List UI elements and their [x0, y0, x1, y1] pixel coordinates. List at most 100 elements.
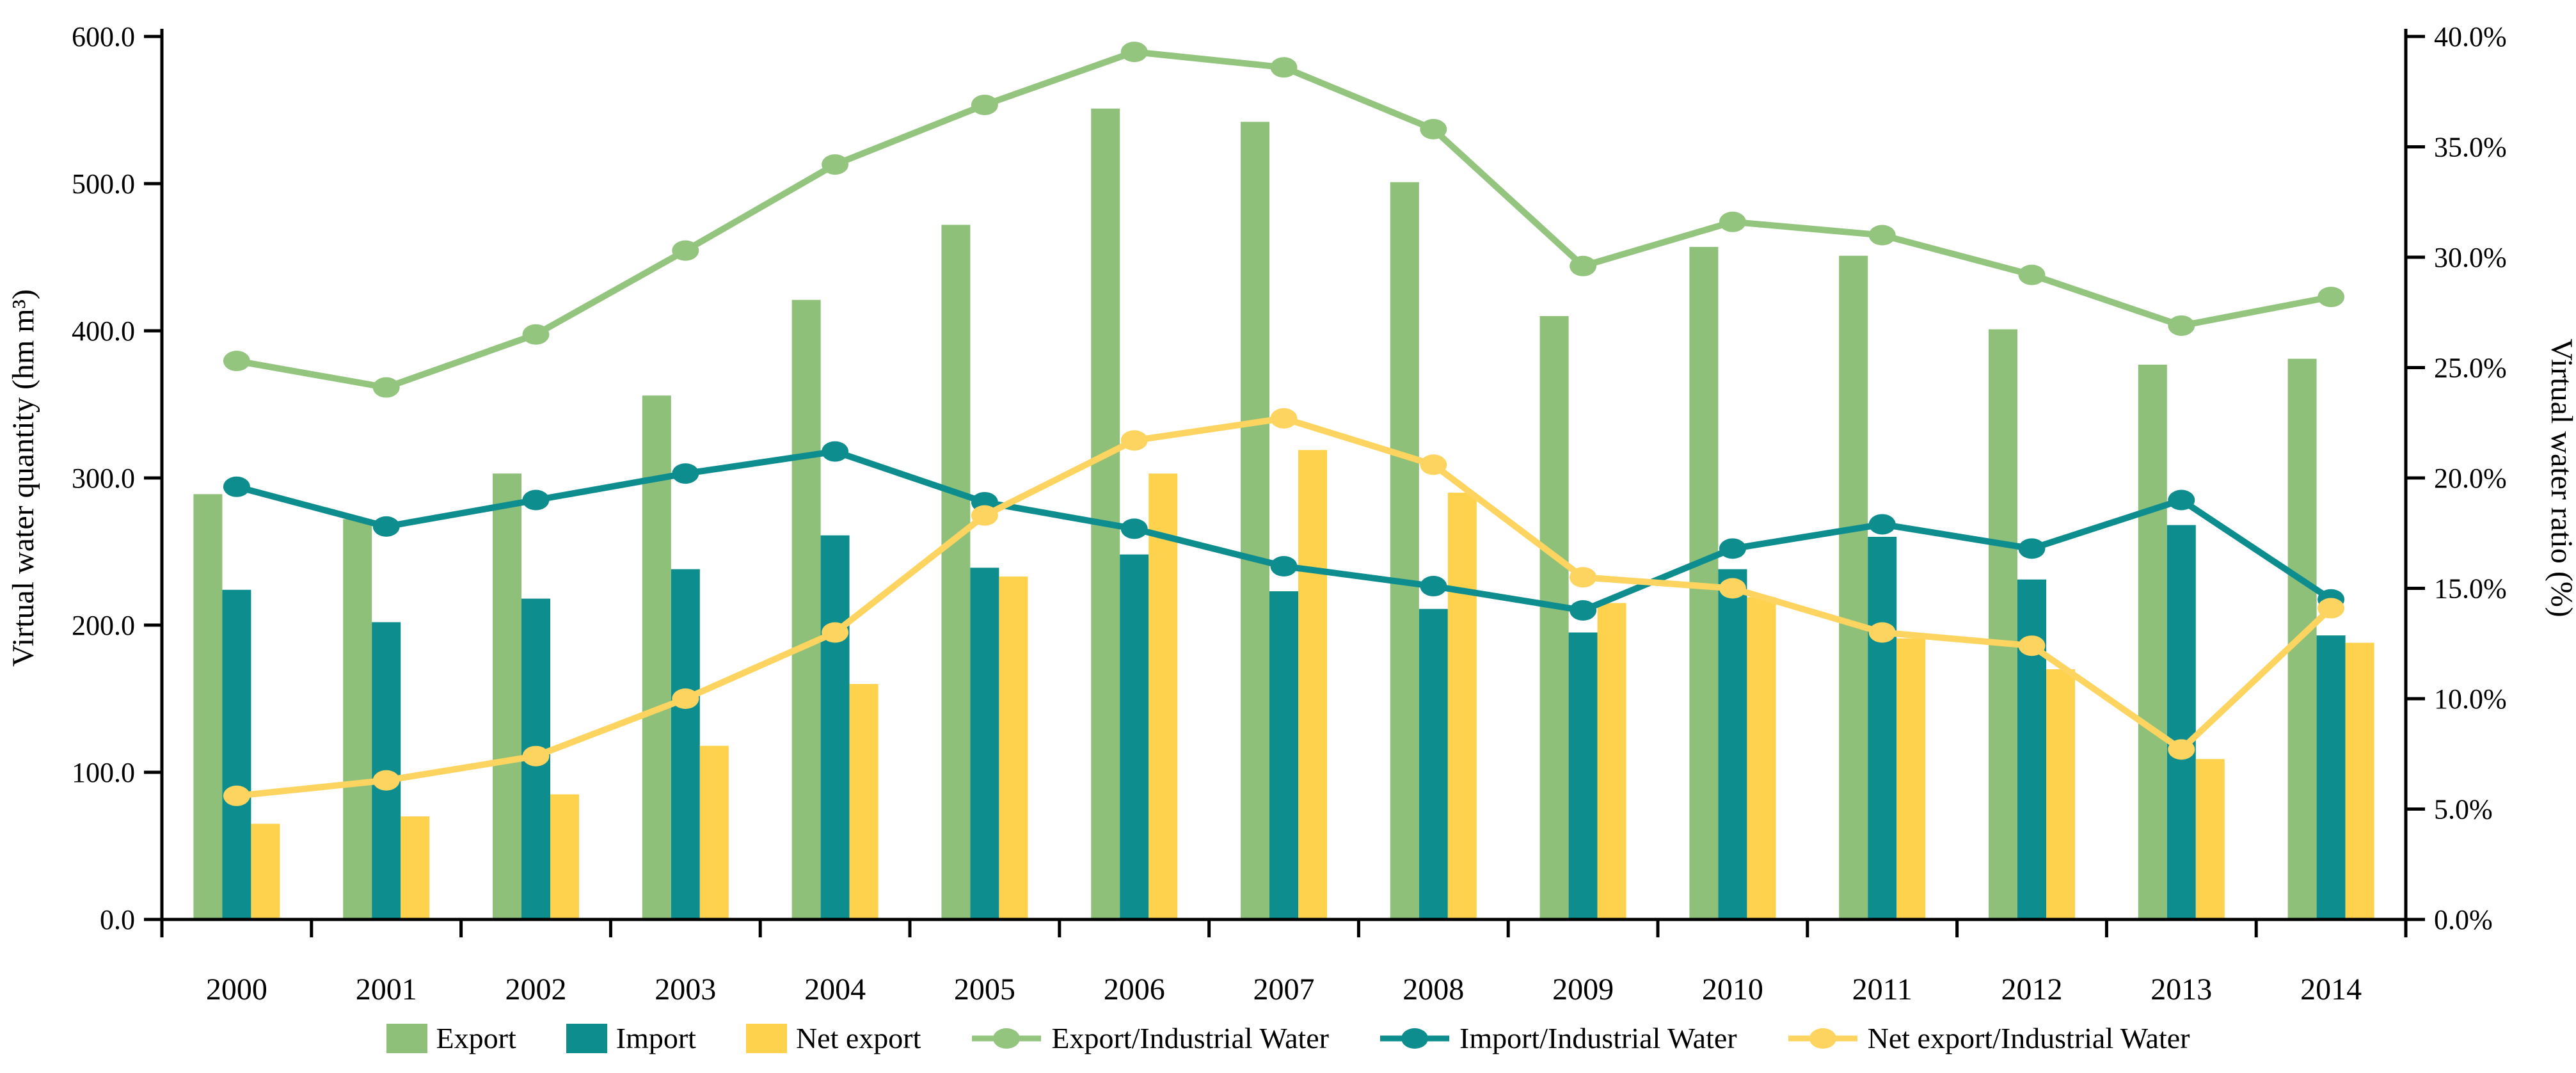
left-tick-label: 0.0	[100, 904, 135, 935]
legend-label: Import	[616, 1022, 696, 1054]
bar-export-2002	[493, 473, 521, 919]
left-tick-label: 100.0	[72, 757, 135, 788]
legend-label: Net export	[795, 1022, 921, 1054]
bar-export-2012	[1989, 329, 2017, 919]
bar-import-2010	[1718, 569, 1747, 919]
x-tick-label: 2008	[1403, 973, 1464, 1006]
bar-net-export-2009	[1597, 603, 1626, 919]
bar-export-2005	[941, 225, 971, 919]
marker-net-export-industrial-water-2010	[1719, 578, 1746, 599]
marker-export-industrial-water-2001	[372, 377, 400, 398]
legend-swatch-line	[972, 1028, 1042, 1049]
marker-import-industrial-water-2004	[822, 441, 849, 462]
x-tick-label: 2004	[804, 973, 866, 1006]
marker-import-industrial-water-2002	[522, 489, 550, 511]
bar-import-2008	[1419, 608, 1448, 919]
x-tick-label: 2007	[1253, 973, 1315, 1006]
legend-swatch-line	[1788, 1028, 1857, 1049]
legend-swatch-square	[566, 1024, 607, 1053]
right-tick-label: 20.0%	[2434, 463, 2507, 494]
x-tick-label: 2006	[1104, 973, 1165, 1006]
bar-export-2011	[1839, 255, 1868, 920]
marker-export-industrial-water-2014	[2318, 287, 2345, 308]
marker-export-industrial-water-2011	[1868, 225, 1896, 246]
bar-net-export-2008	[1447, 493, 1477, 919]
right-tick-label: 40.0%	[2434, 21, 2507, 52]
bar-net-export-2001	[401, 816, 430, 919]
bar-net-export-2005	[999, 576, 1028, 919]
bar-export-2000	[193, 494, 223, 919]
marker-net-export-industrial-water-2005	[971, 505, 998, 526]
marker-net-export-industrial-water-2007	[1270, 408, 1298, 429]
marker-net-export-industrial-water-2014	[2318, 598, 2345, 619]
right-tick-label: 30.0%	[2434, 242, 2507, 273]
marker-import-industrial-water-2010	[1719, 538, 1746, 559]
bar-net-export-2007	[1298, 450, 1327, 919]
marker-net-export-industrial-water-2009	[1570, 567, 1597, 588]
bar-import-2013	[2167, 525, 2196, 919]
bar-net-export-2004	[849, 684, 879, 919]
marker-export-industrial-water-2008	[1420, 118, 1447, 139]
marker-export-industrial-water-2012	[2018, 264, 2046, 285]
right-tick-label: 25.0%	[2434, 353, 2507, 384]
bar-import-2011	[1868, 537, 1897, 919]
bar-net-export-2000	[251, 823, 280, 919]
marker-export-industrial-water-2004	[822, 154, 849, 175]
bar-import-2003	[671, 569, 700, 919]
legend-swatch-line	[1380, 1028, 1449, 1049]
right-tick-label: 35.0%	[2434, 132, 2507, 163]
marker-import-industrial-water-2007	[1270, 556, 1298, 576]
marker-import-industrial-water-2006	[1120, 518, 1148, 539]
x-tick-label: 2000	[206, 973, 267, 1006]
chart-legend: Export Import Net export Export/Industrial …	[0, 1010, 2576, 1067]
bar-import-2006	[1120, 554, 1149, 919]
bar-export-2006	[1091, 108, 1120, 920]
x-tick-label: 2014	[2300, 973, 2362, 1006]
marker-net-export-industrial-water-2011	[1868, 622, 1896, 643]
marker-net-export-industrial-water-2013	[2168, 739, 2195, 760]
marker-export-industrial-water-2013	[2168, 315, 2195, 336]
x-tick-label: 2003	[655, 973, 716, 1006]
left-axis-title: Virtual water quantity (hm m³)	[6, 289, 40, 667]
bar-export-2001	[343, 519, 372, 919]
x-tick-label: 2010	[1702, 973, 1763, 1006]
plot-layer: 0.0 100.0 200.0 300.0 400.0 500.0 600.0 0.0% 5.0…	[72, 21, 2507, 1006]
marker-export-industrial-water-2006	[1120, 42, 1148, 63]
marker-import-industrial-water-2003	[672, 463, 699, 484]
marker-import-industrial-water-2008	[1420, 576, 1447, 597]
legend-label: Export	[436, 1022, 516, 1054]
marker-net-export-industrial-water-2006	[1120, 430, 1148, 451]
right-tick-label: 10.0%	[2434, 683, 2507, 715]
marker-net-export-industrial-water-2001	[372, 770, 400, 791]
legend-label: Net export/Industrial Water	[1867, 1022, 2190, 1054]
legend-label: Export/Industrial Water	[1051, 1022, 1329, 1054]
right-tick-label: 0.0%	[2434, 904, 2493, 935]
x-tick-label: 2012	[2001, 973, 2063, 1006]
marker-export-industrial-water-2002	[522, 324, 550, 345]
bar-import-2005	[970, 568, 999, 919]
legend-swatch-square	[386, 1024, 427, 1053]
left-tick-label: 400.0	[72, 315, 135, 347]
marker-net-export-industrial-water-2000	[223, 785, 250, 806]
marker-import-industrial-water-2009	[1570, 600, 1597, 621]
bar-net-export-2011	[1896, 638, 1926, 919]
marker-net-export-industrial-water-2008	[1420, 454, 1447, 475]
x-tick-label: 2002	[505, 973, 567, 1006]
x-tick-label: 2011	[1852, 973, 1912, 1006]
marker-net-export-industrial-water-2012	[2018, 635, 2046, 656]
bar-import-2004	[820, 535, 850, 919]
bar-net-export-2002	[550, 794, 579, 919]
x-tick-label: 2013	[2151, 973, 2212, 1006]
legend-item-import: Import	[566, 1024, 696, 1053]
marker-import-industrial-water-2001	[372, 516, 400, 537]
bar-export-2008	[1390, 182, 1419, 920]
bar-import-2009	[1568, 632, 1598, 919]
left-tick-label: 600.0	[72, 21, 135, 52]
marker-net-export-industrial-water-2004	[822, 622, 849, 643]
left-tick-label: 500.0	[72, 168, 135, 200]
bar-net-export-2012	[2046, 669, 2075, 919]
bar-import-2007	[1269, 591, 1298, 919]
bar-net-export-2003	[699, 745, 729, 919]
